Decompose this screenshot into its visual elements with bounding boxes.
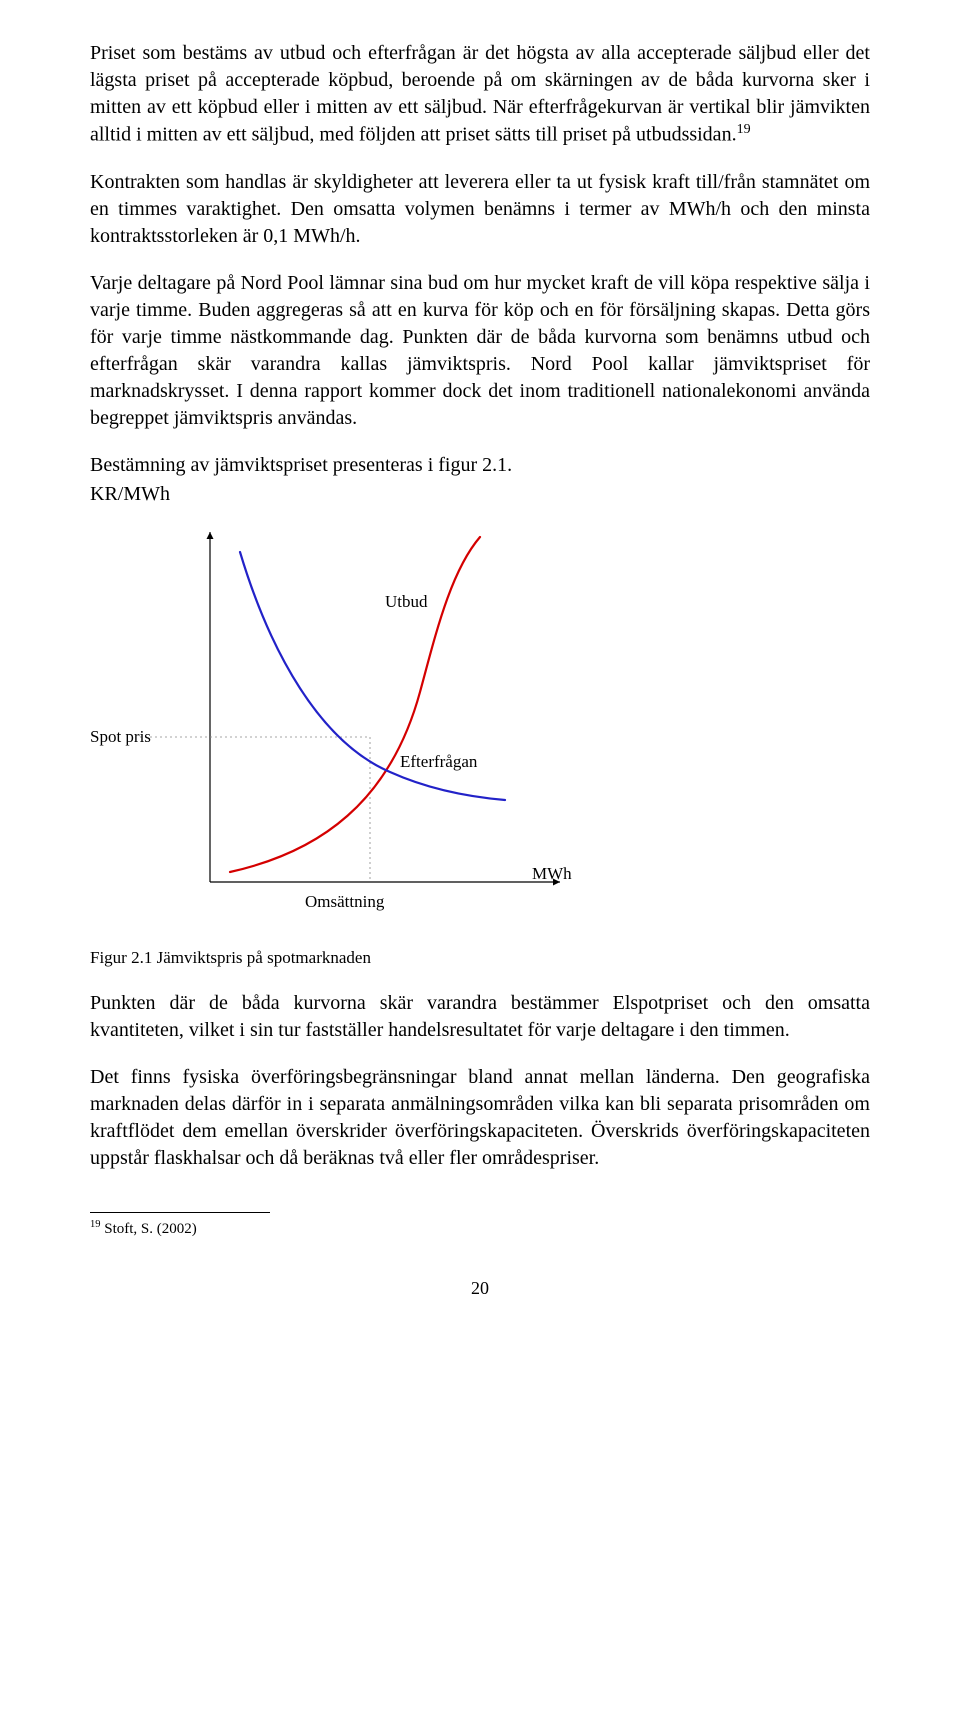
y-axis-label: KR/MWh [90, 481, 870, 508]
paragraph-2: Kontrakten som handlas är skyldigheter a… [90, 169, 870, 250]
omsattning-label: Omsättning [305, 892, 384, 912]
footnote-19: 19 Stoft, S. (2002) [90, 1219, 870, 1238]
paragraph-4: Bestämning av jämviktspriset presenteras… [90, 452, 870, 479]
footnote-text: Stoft, S. (2002) [101, 1221, 197, 1237]
figure-caption: Figur 2.1 Jämviktspris på spotmarknaden [90, 948, 870, 968]
footnote-ref-19: 19 [737, 122, 751, 137]
paragraph-1: Priset som bestäms av utbud och efterfrå… [90, 40, 870, 149]
equilibrium-chart: Utbud Efterfrågan Spot pris Omsättning M… [90, 512, 610, 942]
paragraph-1-text: Priset som bestäms av utbud och efterfrå… [90, 42, 870, 146]
mwh-label: MWh [532, 864, 572, 884]
paragraph-3: Varje deltagare på Nord Pool lämnar sina… [90, 270, 870, 432]
page: Priset som bestäms av utbud och efterfrå… [0, 0, 960, 1357]
footnote-separator [90, 1212, 270, 1213]
paragraph-6: Det finns fysiska överföringsbegränsning… [90, 1064, 870, 1172]
page-number: 20 [90, 1278, 870, 1299]
spot-price-label: Spot pris [90, 727, 151, 747]
paragraph-5: Punkten där de båda kurvorna skär varand… [90, 990, 870, 1044]
demand-label: Efterfrågan [400, 752, 477, 772]
footnote-number: 19 [90, 1219, 101, 1230]
supply-label: Utbud [385, 592, 428, 612]
